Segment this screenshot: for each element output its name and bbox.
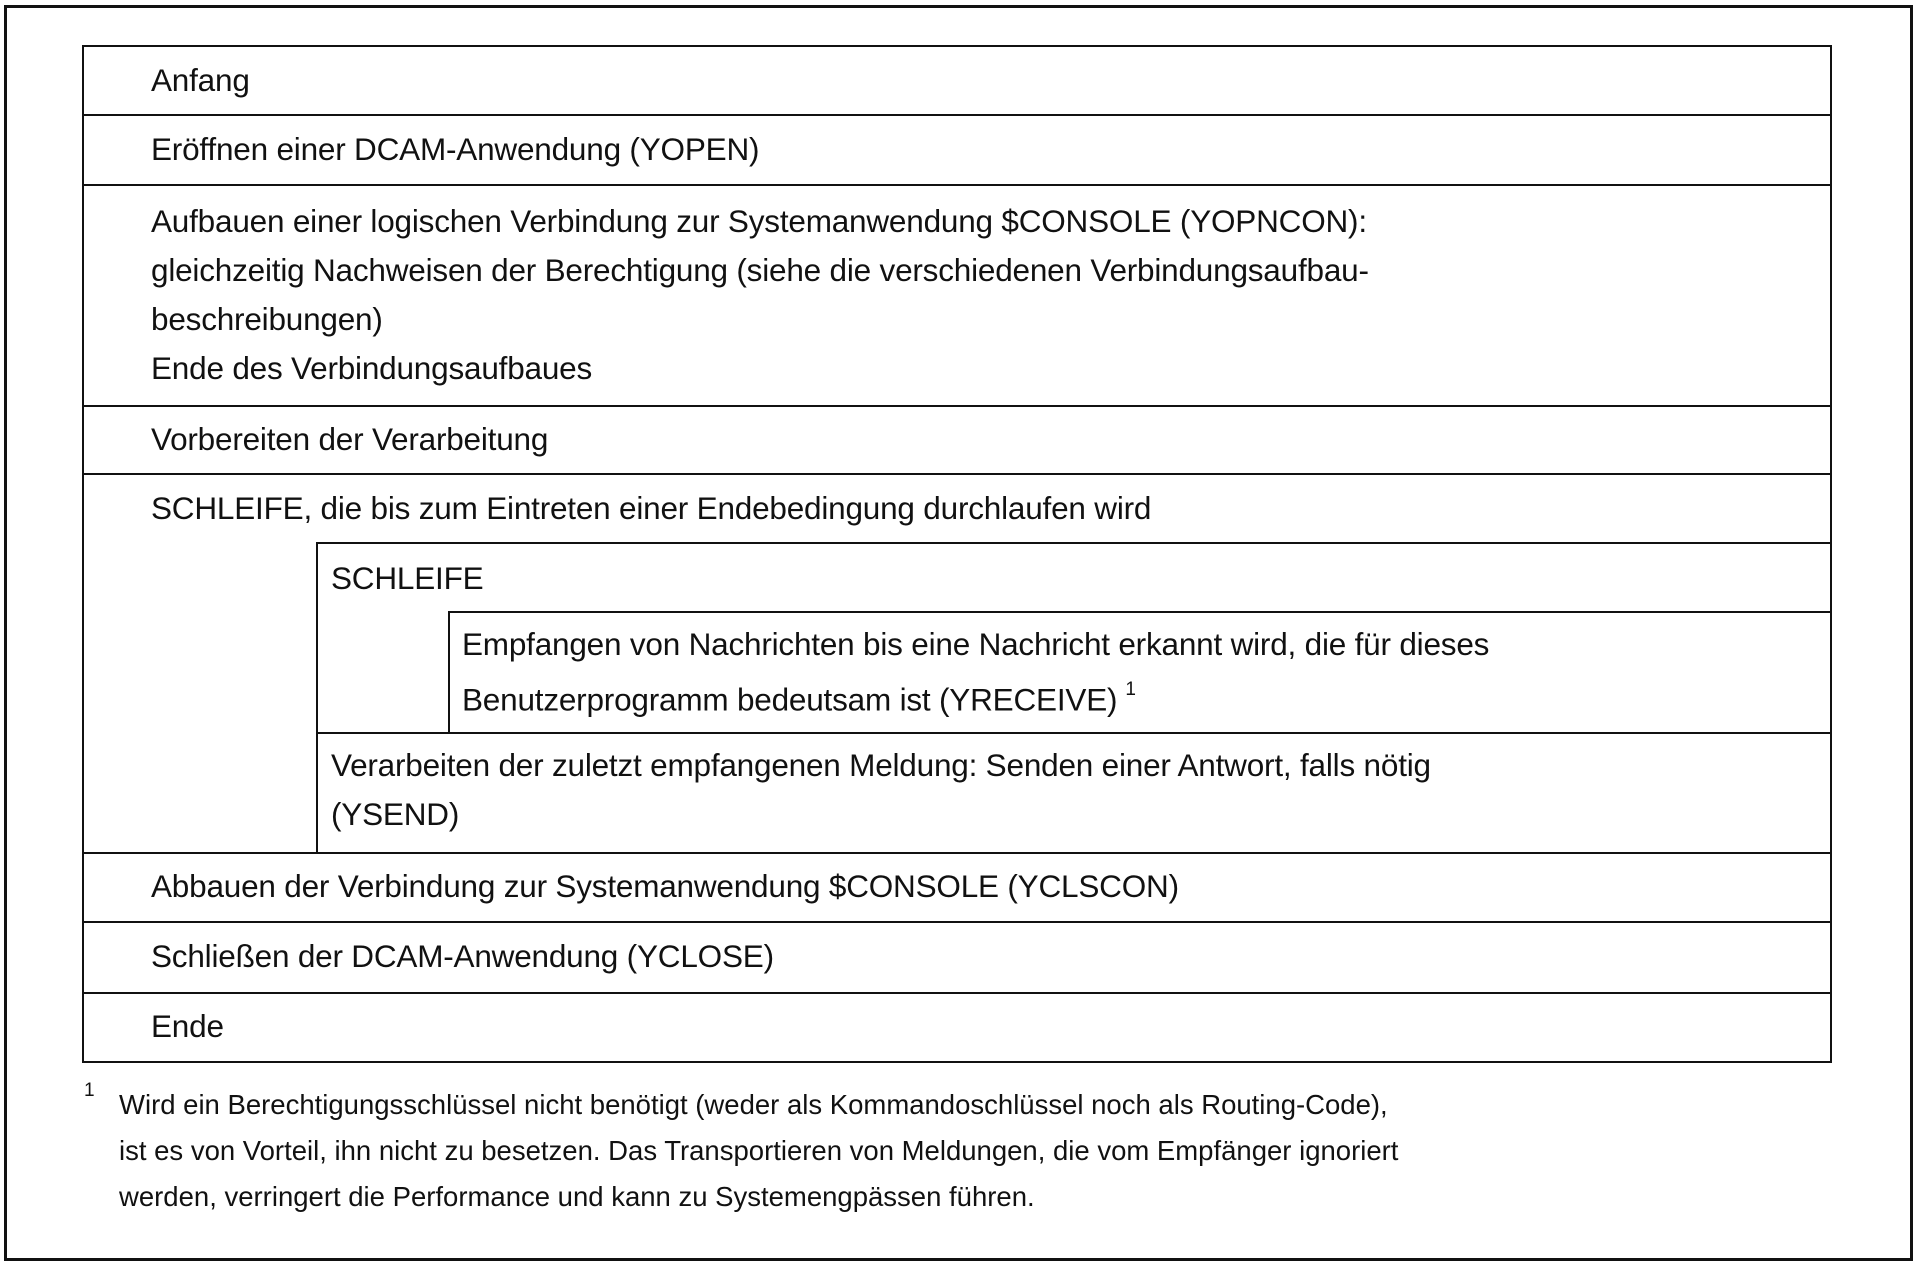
- divider: [316, 542, 1830, 544]
- text-line: Aufbauen einer logischen Verbindung zur …: [151, 203, 1367, 239]
- step-yreceive: Empfangen von Nachrichten bis eine Nachr…: [462, 620, 1489, 725]
- divider: [84, 992, 1830, 994]
- footnote-ref: 1: [1125, 679, 1136, 700]
- divider: [84, 852, 1830, 854]
- text-line-content: Benutzerprogramm bedeutsam ist (YRECEIVE…: [462, 681, 1118, 718]
- footnote-line: ist es von Vorteil, ihn nicht zu besetze…: [119, 1135, 1399, 1166]
- text-line: Benutzerprogramm bedeutsam ist (YRECEIVE…: [462, 669, 1489, 725]
- text-line: Verarbeiten der zuletzt empfangenen Meld…: [331, 747, 1431, 783]
- footnote-line: werden, verringert die Performance und k…: [119, 1181, 1035, 1212]
- step-vorbereiten: Vorbereiten der Verarbeitung: [151, 421, 549, 457]
- divider: [84, 405, 1830, 407]
- text-line: (YSEND): [331, 796, 460, 832]
- divider: [84, 184, 1830, 186]
- divider: [316, 732, 1830, 734]
- outer-loop-bar: [316, 542, 318, 854]
- divider: [84, 921, 1830, 923]
- structogram: Anfang Eröffnen einer DCAM-Anwendung (YO…: [82, 45, 1832, 1063]
- step-anfang: Anfang: [151, 62, 250, 98]
- page-frame: [4, 5, 1913, 1261]
- text-line: Empfangen von Nachrichten bis eine Nachr…: [462, 626, 1490, 662]
- step-outer-loop: SCHLEIFE, die bis zum Eintreten einer En…: [151, 490, 1152, 526]
- text-line: beschreibungen): [151, 301, 383, 337]
- step-inner-loop: SCHLEIFE: [331, 560, 484, 596]
- footnote-line: Wird ein Berechtigungsschlüssel nicht be…: [119, 1089, 1388, 1120]
- text-line: gleichzeitig Nachweisen der Berechtigung…: [151, 252, 1369, 288]
- divider: [84, 114, 1830, 116]
- step-yopncon: Aufbauen einer logischen Verbindung zur …: [151, 197, 1369, 393]
- footnote-mark: 1: [84, 1080, 95, 1101]
- step-yclscon: Abbauen der Verbindung zur Systemanwendu…: [151, 868, 1179, 904]
- divider: [448, 611, 1830, 613]
- inner-loop-bar: [448, 611, 450, 734]
- step-ende: Ende: [151, 1008, 224, 1044]
- step-yclose: Schließen der DCAM-Anwendung (YCLOSE): [151, 938, 774, 974]
- step-yopen: Eröffnen einer DCAM-Anwendung (YOPEN): [151, 131, 760, 167]
- footnote: Wird ein Berechtigungsschlüssel nicht be…: [119, 1082, 1398, 1220]
- step-ysend: Verarbeiten der zuletzt empfangenen Meld…: [331, 741, 1431, 839]
- divider: [84, 473, 1830, 475]
- text-line: Ende des Verbindungsaufbaues: [151, 350, 593, 386]
